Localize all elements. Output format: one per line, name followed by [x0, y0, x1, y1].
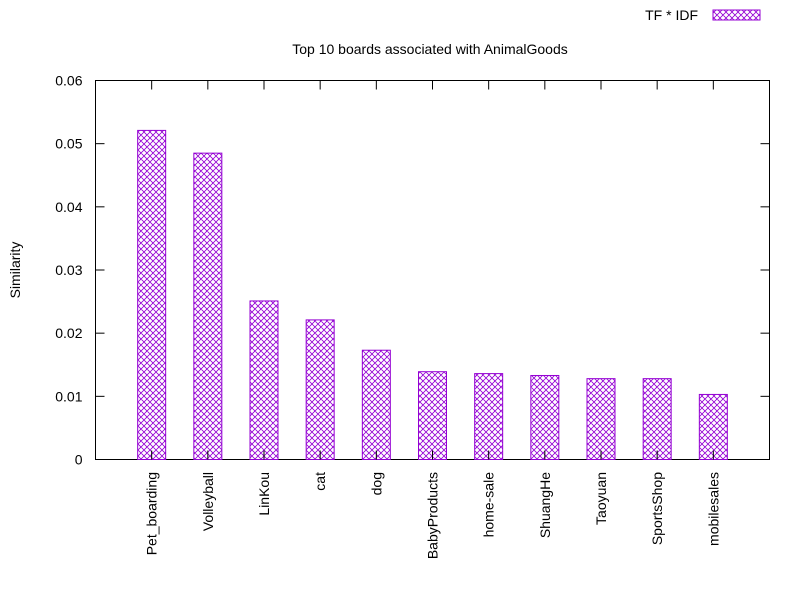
x-tick-label: Taoyuan: [593, 472, 609, 525]
legend-swatch: [712, 9, 761, 21]
x-tick-label: mobilesales: [705, 472, 721, 546]
bar-mobilesales: [698, 393, 728, 460]
legend: TF * IDF: [645, 7, 761, 23]
y-tick-label: 0: [75, 452, 83, 468]
bar-volleyball: [193, 152, 223, 460]
bar-sportsshop: [642, 378, 672, 460]
y-tick-label: 0.02: [55, 325, 82, 341]
y-tick-label: 0.03: [55, 262, 82, 278]
bars-group: [137, 129, 728, 461]
bar-linkou: [249, 300, 279, 460]
x-tick-label: cat: [312, 472, 328, 491]
bar-taoyuan: [586, 378, 616, 460]
x-tick-label: BabyProducts: [425, 472, 441, 559]
x-tick-label: LinKou: [256, 472, 272, 516]
x-tick-label: home-sale: [481, 472, 497, 538]
x-tick-label: dog: [368, 472, 384, 495]
y-tick-label: 0.05: [55, 136, 82, 152]
legend-label: TF * IDF: [645, 7, 698, 23]
bar-cat: [305, 319, 335, 460]
bar-dog: [361, 349, 391, 461]
x-tick-label: Pet_boarding: [144, 472, 160, 555]
y-tick-label: 0.01: [55, 388, 82, 404]
y-axis-label: Similarity: [7, 242, 23, 299]
bar-babyproducts: [418, 371, 447, 460]
y-tick-label: 0.04: [55, 199, 82, 215]
y-axis: 0 0.01 0.02 0.03 0.04 0.05 0.06: [55, 73, 770, 468]
bar-shuanghe: [530, 374, 560, 461]
y-tick-label: 0.06: [55, 73, 82, 89]
x-tick-label: Volleyball: [200, 472, 216, 531]
chart-title: Top 10 boards associated with AnimalGood…: [292, 41, 568, 57]
x-axis: Pet_boarding Volleyball LinKou cat dog BabyPr…: [144, 80, 721, 559]
bar-home-sale: [474, 373, 504, 460]
bar-pet-boarding: [137, 129, 167, 460]
x-tick-label: ShuangHe: [537, 472, 553, 538]
x-tick-label: SportsShop: [649, 472, 665, 545]
